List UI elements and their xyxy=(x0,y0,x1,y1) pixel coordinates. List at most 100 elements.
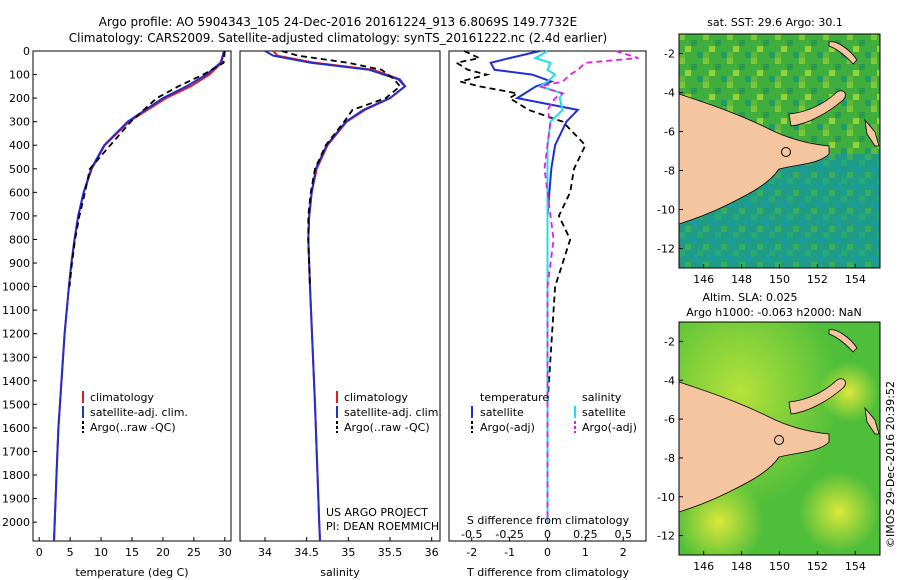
s-difference-ticks: -0.5 -0.25 0 0.25 0.5 xyxy=(461,528,632,541)
depth-tick-label: 1200 xyxy=(2,328,30,341)
t-difference-tick-label: 1 xyxy=(582,546,589,559)
sst-map-panel: sat. SST: 29.6 Argo: 30.1 xyxy=(657,16,881,287)
latitude-tick-label: -8 xyxy=(664,452,675,465)
longitude-tick-label: 152 xyxy=(807,560,828,573)
sla-high-anomaly xyxy=(799,472,879,552)
figure-title-line1: Argo profile: AO 5904343_105 24-Dec-2016… xyxy=(99,15,577,29)
latitude-tick-label: -6 xyxy=(664,413,675,426)
new-ireland-land xyxy=(828,329,858,353)
depth-tick-label: 1500 xyxy=(2,398,30,411)
difference-panel: -2 -1 0 1 2 S difference from climatology -0… xyxy=(448,50,647,579)
depth-tick-label: 500 xyxy=(9,163,30,176)
legend-label-climatology: climatology xyxy=(344,391,408,404)
salinity-argo-line xyxy=(281,50,402,287)
temperature-depth-axis: 0 100 200 300 400 500 600 700 800 900 1000 1100 1200… xyxy=(2,45,37,529)
latitude-tick-label: -4 xyxy=(664,87,675,100)
temperature-lines xyxy=(53,50,226,542)
salinity-axes-frame xyxy=(239,50,441,542)
latitude-tick-label: -12 xyxy=(657,530,675,543)
latitude-tick-label: -12 xyxy=(657,243,675,256)
depth-tick-label: 700 xyxy=(9,210,30,223)
sst-map-canvas xyxy=(679,34,880,268)
salinity-climatology-line xyxy=(272,50,407,542)
s-satellite-difference-line xyxy=(532,50,565,523)
depth-tick-label: 1900 xyxy=(2,493,30,506)
s-difference-tick-label: -0.25 xyxy=(495,528,523,541)
longitude-tick-label: 150 xyxy=(769,273,790,286)
t-difference-tick-label: 2 xyxy=(620,546,627,559)
legend-label-s-satellite: satellite xyxy=(582,406,626,419)
bougainville-land xyxy=(864,406,880,435)
new-guinea-land xyxy=(679,381,830,513)
t-argo-difference-line xyxy=(454,50,587,523)
legend-label-satellite: satellite-adj. clim. xyxy=(90,406,188,419)
salinity-x-axis: 34 34.5 35 35.5 36 xyxy=(258,537,439,559)
temperature-tick-label: 5 xyxy=(67,546,74,559)
longitude-tick-label: 148 xyxy=(731,560,752,573)
depth-tick-label: 0 xyxy=(23,45,30,58)
salinity-tick-label: 35 xyxy=(341,546,355,559)
latitude-tick-label: -2 xyxy=(664,335,675,348)
temperature-argo-line xyxy=(68,50,226,287)
t-difference-tick-label: -1 xyxy=(504,546,515,559)
legend-label-argo: Argo(..raw -QC) xyxy=(344,421,430,434)
longitude-tick-label: 146 xyxy=(693,273,714,286)
longitude-tick-label: 148 xyxy=(731,273,752,286)
t-difference-tick-label: 0 xyxy=(544,546,551,559)
latitude-tick-label: -6 xyxy=(664,126,675,139)
depth-tick-label: 400 xyxy=(9,139,30,152)
depth-tick-label: 800 xyxy=(9,233,30,246)
temperature-tick-label: 10 xyxy=(94,546,108,559)
sla-high-anomaly xyxy=(819,362,879,422)
temperature-legend: climatology satellite-adj. clim. Argo(..… xyxy=(82,391,188,434)
depth-tick-label: 1400 xyxy=(2,375,30,388)
temperature-climatology-line xyxy=(53,50,225,542)
salinity-tick-label: 34 xyxy=(258,546,272,559)
legend-label-argo: Argo(..raw -QC) xyxy=(90,421,176,434)
salinity-panel: 34 34.5 35 35.5 36 salinity climatology sate… xyxy=(239,50,442,579)
temperature-panel: 0100200300400500600700800900100011001200… xyxy=(2,45,232,579)
legend-label-t-argo: Argo(-adj) xyxy=(480,421,535,434)
imos-credit: ©IMOS 29-Dec-2016 20:39:52 xyxy=(884,381,897,548)
latitude-tick-label: -8 xyxy=(664,165,675,178)
salinity-satellite-line xyxy=(264,50,407,542)
depth-tick-label: 1300 xyxy=(2,351,30,364)
depth-tick-label: 100 xyxy=(9,69,30,82)
salinity-tick-label: 35.5 xyxy=(378,546,403,559)
sla-map-panel: Altim. SLA: 0.025 Argo h1000: -0.063 h20… xyxy=(657,291,881,573)
new-guinea-land xyxy=(679,93,830,225)
sla-map-title-line2: Argo h1000: -0.063 h2000: NaN xyxy=(686,306,862,319)
depth-tick-label: 1000 xyxy=(2,281,30,294)
sst-map-axes: 146 148 150 152 154 -2 -4 -6 -8 -10 -12 xyxy=(657,48,866,287)
new-britain-land xyxy=(788,90,846,127)
depth-tick-label: 1100 xyxy=(2,304,30,317)
legend-label-climatology: climatology xyxy=(90,391,154,404)
s-difference-tick-label: 0.5 xyxy=(615,528,633,541)
depth-tick-label: 300 xyxy=(9,116,30,129)
difference-legend: temperature satellite Argo(-adj) salinit… xyxy=(471,391,637,434)
salinity-tick-label: 34.5 xyxy=(294,546,319,559)
pi-annotation: PI: DEAN ROEMMICH xyxy=(326,520,439,533)
longitude-tick-label: 154 xyxy=(845,560,866,573)
depth-tick-label: 900 xyxy=(9,257,30,270)
sst-map-title: sat. SST: 29.6 Argo: 30.1 xyxy=(707,16,843,29)
bougainville-land xyxy=(864,118,880,147)
temperature-x-axis: 0 5 10 15 20 25 30 xyxy=(36,537,232,559)
legend-label-s-argo: Argo(-adj) xyxy=(582,421,637,434)
longitude-tick-label: 146 xyxy=(693,560,714,573)
depth-tick-label: 1700 xyxy=(2,445,30,458)
sla-map-title-line1: Altim. SLA: 0.025 xyxy=(702,291,797,304)
temperature-tick-label: 0 xyxy=(36,546,43,559)
latitude-tick-label: -2 xyxy=(664,48,675,61)
figure-title-line2: Climatology: CARS2009. Satellite-adjuste… xyxy=(69,31,607,45)
salinity-lines xyxy=(264,50,407,542)
s-difference-tick-label: 0.25 xyxy=(573,528,598,541)
temperature-tick-label: 30 xyxy=(218,546,232,559)
sla-map-canvas xyxy=(679,322,880,555)
salinity-tick-label: 36 xyxy=(425,546,439,559)
legend-heading-temperature: temperature xyxy=(480,391,549,404)
temperature-xlabel: temperature (deg C) xyxy=(75,566,188,579)
s-difference-tick-label: 0 xyxy=(544,528,551,541)
latitude-tick-label: -10 xyxy=(657,204,675,217)
